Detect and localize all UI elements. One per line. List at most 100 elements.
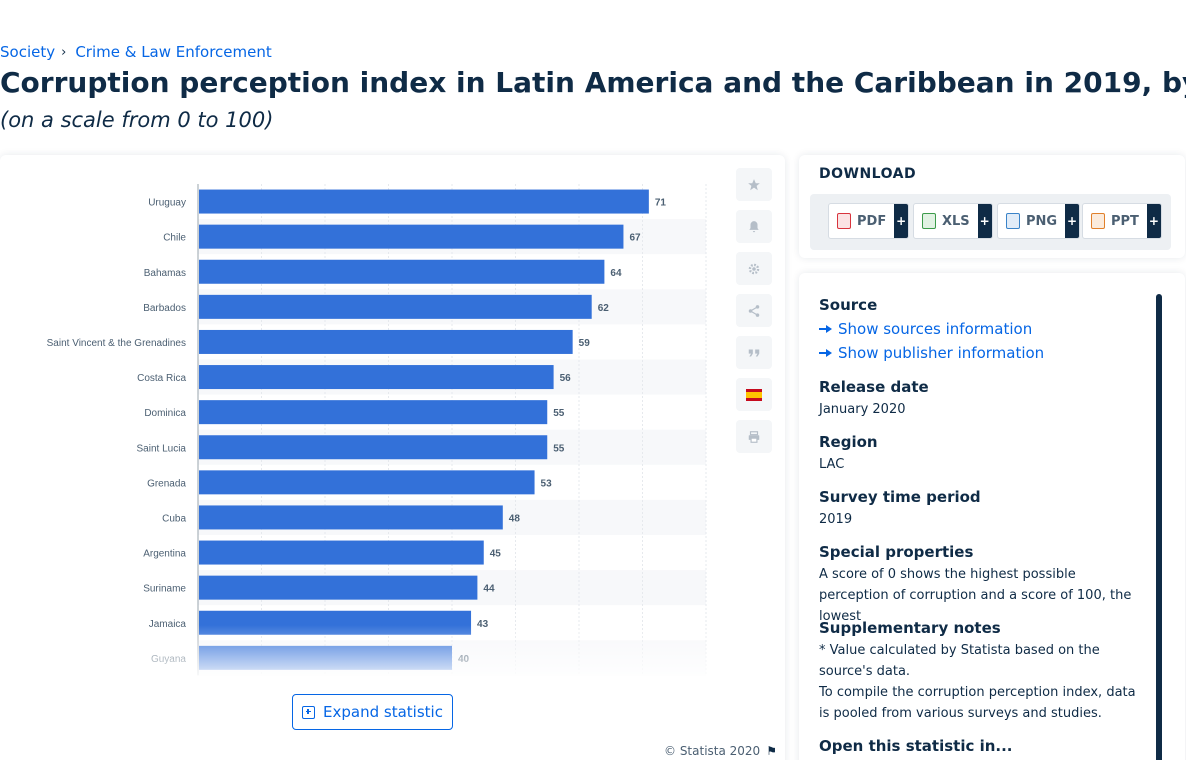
chart-data-label: 64: [610, 268, 622, 279]
show-sources-label: Show sources information: [838, 320, 1033, 338]
page-subtitle: (on a scale from 0 to 100): [0, 108, 274, 132]
arrow-right-icon: [819, 324, 833, 334]
chart-category-label: Argentina: [143, 549, 186, 560]
breadcrumb-society-link[interactable]: Society: [0, 43, 56, 61]
chart-data-label: 55: [553, 408, 565, 419]
chart-bar: [199, 224, 624, 249]
download-card: DOWNLOAD PDF + XLS + PNG + PPT +: [799, 155, 1185, 258]
download-png-plus: +: [1065, 204, 1080, 238]
show-publisher-label: Show publisher information: [838, 344, 1045, 362]
chart-data-label: 55: [553, 443, 565, 454]
chart-data-label: 56: [560, 373, 572, 384]
source-heading: Source: [819, 296, 878, 314]
download-xls-button[interactable]: XLS +: [913, 203, 993, 239]
special-properties-text: A score of 0 shows the highest possible …: [819, 567, 1132, 624]
supplementary-notes-text-1: * Value calculated by Statista based on …: [819, 643, 1100, 679]
chart-category-label: Bahamas: [144, 268, 186, 279]
share-icon: [748, 304, 760, 317]
quote-icon: [748, 349, 760, 356]
bell-icon: [749, 220, 759, 232]
spain-flag-icon: [746, 388, 762, 401]
download-png-label: PNG: [1026, 213, 1058, 229]
pdf-file-icon: [837, 213, 851, 229]
ppt-file-icon: [1091, 213, 1105, 229]
chart-data-label: 43: [477, 619, 489, 630]
supplementary-notes-heading: Supplementary notes: [819, 619, 1001, 637]
chart-toolbar: [736, 168, 772, 462]
chart-bar: [199, 189, 649, 214]
download-xls-plus: +: [977, 204, 992, 238]
details-scrollbar[interactable]: [1156, 294, 1162, 760]
region-heading: Region: [819, 433, 878, 451]
chart-category-label: Jamaica: [149, 619, 187, 630]
xls-file-icon: [922, 213, 936, 229]
release-date-value: January 2020: [819, 402, 906, 417]
bar-chart: Uruguay 71 Chile 67 Bahamas 64 Barbados 62 Saint…: [0, 184, 720, 685]
breadcrumb-separator: ›: [61, 44, 67, 60]
open-statistic-heading: Open this statistic in...: [819, 737, 1013, 755]
expand-statistic-button[interactable]: Expand statistic: [292, 694, 453, 730]
statistic-details: Source Show sources information Show pub…: [799, 273, 1185, 760]
arrow-right-icon: [819, 348, 833, 358]
chart-category-label: Chile: [163, 233, 186, 244]
download-ppt-button[interactable]: PPT +: [1082, 203, 1162, 239]
chart-bar: [199, 575, 478, 600]
breadcrumb-crime-link[interactable]: Crime & Law Enforcement: [75, 43, 272, 61]
language-button[interactable]: [736, 378, 772, 411]
copyright-text: © Statista 2020: [664, 744, 761, 758]
supplementary-notes-text-2: To compile the corruption perception ind…: [819, 685, 1136, 721]
chart-data-label: 44: [483, 584, 495, 595]
expand-icon: [302, 705, 316, 719]
chart-data-label: 71: [655, 198, 667, 209]
citation-button[interactable]: [736, 336, 772, 369]
print-button[interactable]: [736, 420, 772, 453]
star-icon: [748, 178, 760, 190]
special-properties-heading: Special properties: [819, 543, 974, 561]
survey-period-heading: Survey time period: [819, 488, 981, 506]
chart-fade-overlay: [0, 625, 720, 685]
chart-bar: [199, 365, 554, 390]
region-value: LAC: [819, 457, 845, 472]
chart-bar: [199, 259, 605, 284]
notification-button[interactable]: [736, 210, 772, 243]
download-png-button[interactable]: PNG +: [997, 203, 1081, 239]
chart-category-label: Barbados: [143, 303, 186, 314]
download-buttons: PDF + XLS + PNG + PPT +: [810, 194, 1171, 250]
share-button[interactable]: [736, 294, 772, 327]
expand-statistic-label: Expand statistic: [323, 703, 443, 721]
print-icon: [748, 430, 760, 443]
chart-bar: [199, 294, 592, 319]
gear-icon: [748, 263, 760, 274]
download-pdf-label: PDF: [857, 213, 887, 229]
download-pdf-button[interactable]: PDF +: [828, 203, 910, 239]
chart-data-label: 67: [629, 233, 641, 244]
show-sources-link[interactable]: Show sources information: [819, 320, 1032, 338]
png-file-icon: [1006, 213, 1020, 229]
chart-data-label: 59: [579, 338, 591, 349]
chart-data-label: 45: [490, 549, 502, 560]
copyright: © Statista 2020 ⚑: [664, 744, 777, 758]
show-publisher-link[interactable]: Show publisher information: [819, 344, 1044, 362]
report-flag-icon[interactable]: ⚑: [766, 744, 777, 758]
chart-category-label: Grenada: [147, 478, 186, 489]
chart-bar: [199, 505, 503, 530]
download-pdf-plus: +: [894, 204, 909, 238]
breadcrumb: Society › Crime & Law Enforcement: [0, 42, 272, 62]
chart-category-label: Costa Rica: [137, 373, 186, 384]
chart-category-label: Cuba: [162, 513, 186, 524]
chart-bar: [199, 470, 535, 495]
chart-category-label: Saint Lucia: [137, 443, 187, 454]
download-title: DOWNLOAD: [819, 166, 917, 182]
chart-bar: [199, 400, 548, 425]
download-xls-label: XLS: [942, 213, 970, 229]
chart-data-label: 48: [509, 513, 521, 524]
chart-bar: [199, 435, 548, 460]
chart-category-label: Saint Vincent & the Grenadines: [47, 338, 186, 349]
settings-button[interactable]: [736, 252, 772, 285]
chart-category-label: Uruguay: [148, 198, 186, 209]
chart-card: Uruguay 71 Chile 67 Bahamas 64 Barbados 62 Saint…: [0, 155, 785, 760]
chart-data-label: 62: [598, 303, 610, 314]
chart-category-label: Suriname: [143, 584, 186, 595]
favorite-button[interactable]: [736, 168, 772, 201]
page-title: Corruption perception index in Latin Ame…: [0, 66, 1186, 99]
